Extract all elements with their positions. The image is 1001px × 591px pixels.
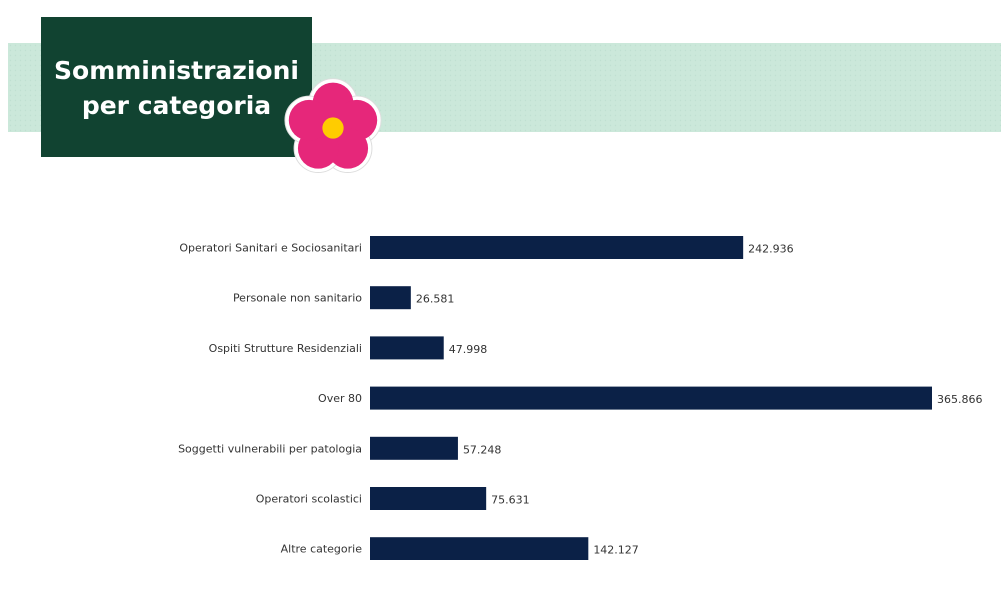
value-label: 242.936 (748, 243, 794, 256)
flower-petal (327, 128, 369, 169)
value-label: 75.631 (491, 494, 530, 507)
title-panel: Somministrazioni per categoria (41, 17, 312, 157)
category-label: Ospiti Strutture Residenziali (209, 342, 362, 355)
value-label: 57.248 (463, 443, 502, 456)
page-title: Somministrazioni per categoria (54, 56, 299, 120)
value-label: 142.127 (593, 544, 639, 557)
bar[interactable] (370, 236, 744, 259)
category-label: Over 80 (318, 392, 362, 405)
flower-petal (288, 99, 330, 141)
category-label: Personale non sanitario (233, 292, 362, 305)
bar[interactable] (370, 487, 487, 510)
category-label: Soggetti vulnerabili per patologia (178, 442, 362, 455)
category-label: Operatori Sanitari e Sociosanitari (179, 242, 362, 255)
value-label: 47.998 (449, 343, 488, 356)
category-label: Altre categorie (281, 543, 363, 556)
bar[interactable] (370, 286, 411, 310)
bar[interactable] (370, 336, 444, 360)
bar-chart: Operatori Sanitari e Sociosanitari 242.93… (178, 236, 983, 560)
value-label: 365.866 (937, 393, 983, 406)
bar[interactable] (370, 436, 458, 460)
primrose-flower-icon (284, 78, 382, 173)
bar[interactable] (370, 537, 589, 560)
category-label: Operatori scolastici (256, 493, 362, 506)
bar[interactable] (370, 386, 932, 410)
value-label: 26.581 (416, 293, 455, 306)
